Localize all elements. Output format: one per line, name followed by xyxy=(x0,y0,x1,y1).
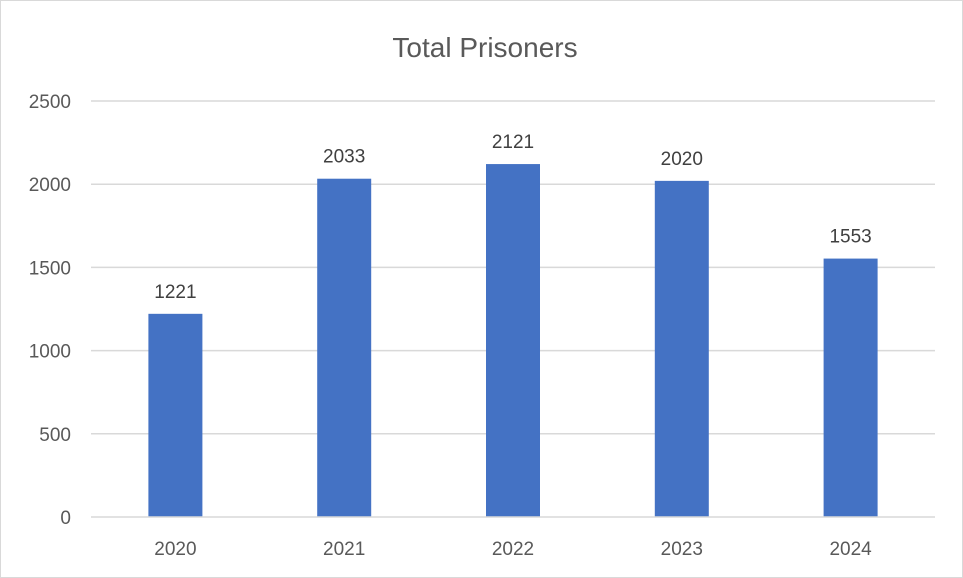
y-tick-label: 500 xyxy=(39,425,71,446)
data-label: 1221 xyxy=(154,282,196,303)
y-tick-label: 1500 xyxy=(29,258,71,279)
bars xyxy=(148,164,878,517)
bar-2021 xyxy=(317,178,372,517)
x-tick-label: 2022 xyxy=(492,539,534,560)
bar-2023 xyxy=(654,180,709,517)
y-tick-label: 2000 xyxy=(29,175,71,196)
data-label: 2121 xyxy=(492,132,534,153)
x-axis-tick-labels: 2020 2021 2022 2023 2024 xyxy=(154,539,872,560)
x-tick-label: 2020 xyxy=(154,539,196,560)
chart-title: Total Prisoners xyxy=(392,32,577,63)
bar-2020 xyxy=(148,313,203,517)
y-tick-label: 2500 xyxy=(29,92,71,113)
bar-2022 xyxy=(486,164,540,517)
bar-2024 xyxy=(823,258,878,517)
x-tick-label: 2024 xyxy=(829,539,872,560)
x-tick-label: 2023 xyxy=(661,539,703,560)
x-tick-label: 2021 xyxy=(323,539,365,560)
y-tick-label: 0 xyxy=(60,508,71,529)
data-label: 1553 xyxy=(829,227,871,248)
y-tick-label: 1000 xyxy=(29,342,71,363)
data-labels: 1221 2033 2121 2020 1553 xyxy=(154,132,871,303)
y-axis-tick-labels: 0 500 1000 1500 2000 2500 xyxy=(29,92,71,529)
data-label: 2020 xyxy=(661,149,703,170)
data-label: 2033 xyxy=(323,147,365,168)
